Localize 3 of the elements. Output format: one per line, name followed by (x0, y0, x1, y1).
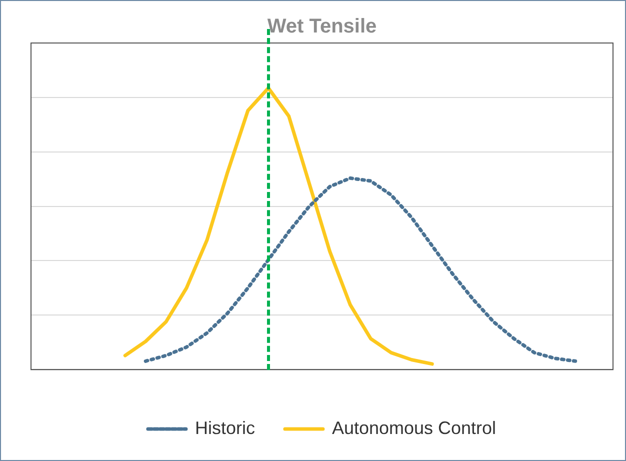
legend-label: Autonomous Control (332, 418, 496, 438)
legend-label: Historic (194, 418, 255, 438)
chart-title: Wet Tensile (267, 16, 377, 38)
